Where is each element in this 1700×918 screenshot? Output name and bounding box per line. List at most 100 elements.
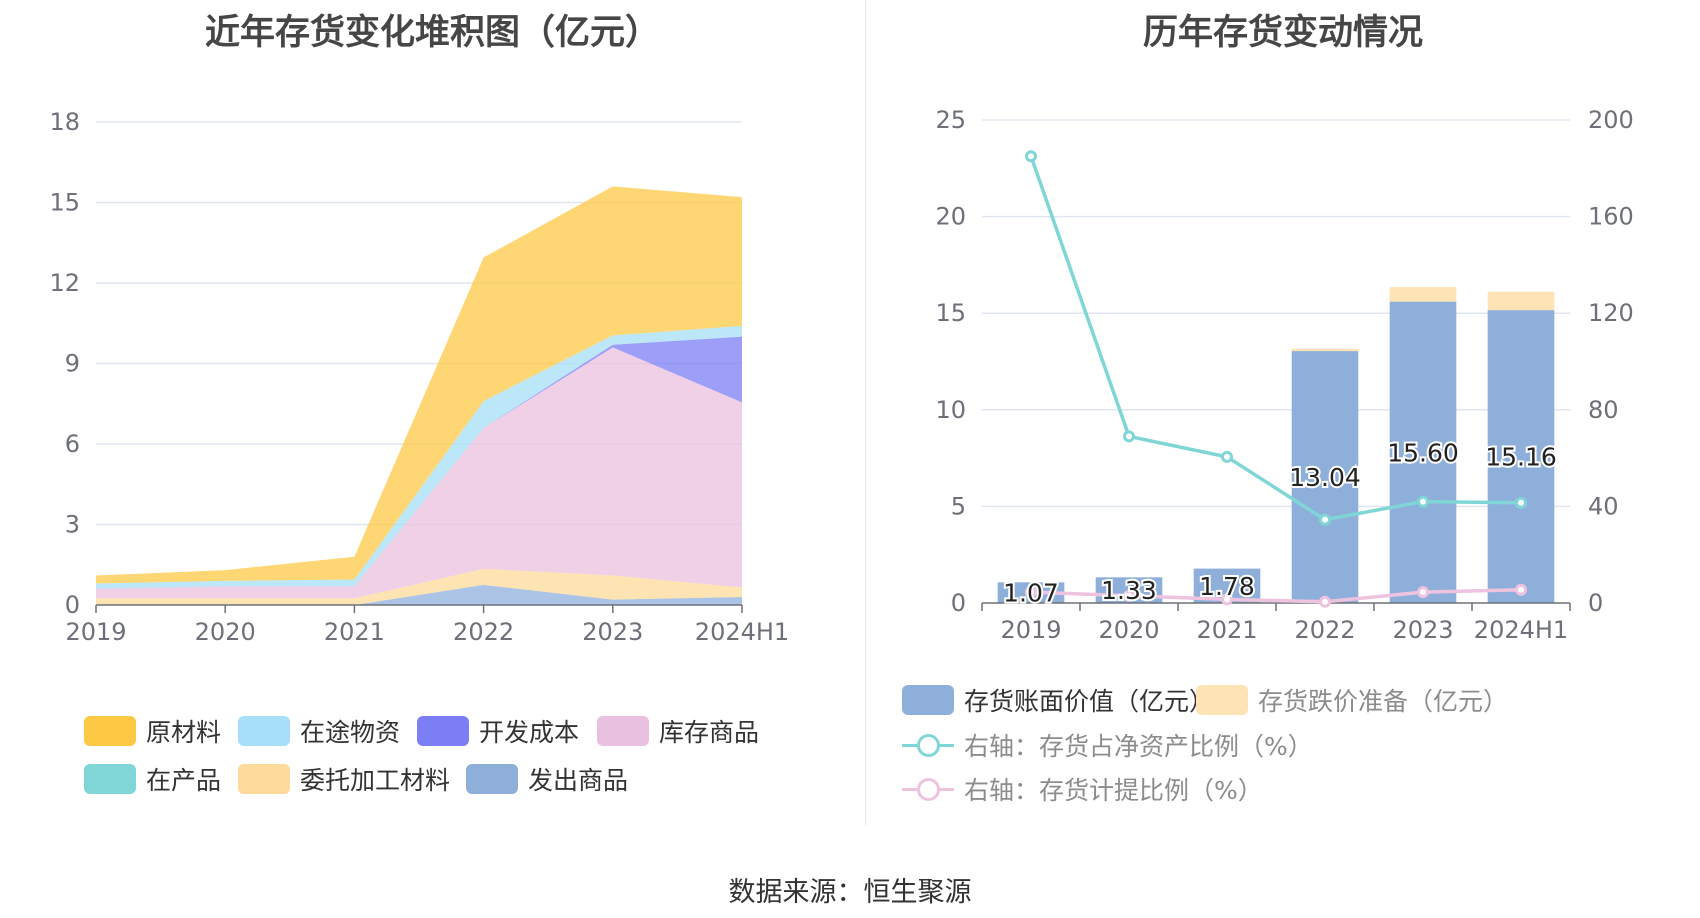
bar-data-label: 1.33 xyxy=(1101,576,1157,605)
x-tick-label: 2022 xyxy=(453,618,514,646)
panel-divider xyxy=(865,0,866,825)
legend-label: 存货账面价值（亿元） xyxy=(964,687,1215,716)
x-tick-label: 2021 xyxy=(324,618,385,646)
y-tick-label: 10 xyxy=(935,396,966,424)
bar-data-label: 1.07 xyxy=(1003,579,1059,608)
legend-item[interactable]: 在产品 xyxy=(84,761,221,797)
legend-swatch xyxy=(84,716,136,746)
line-point xyxy=(1123,589,1135,602)
y-tick-label: 3 xyxy=(65,511,80,539)
legend-label: 发出商品 xyxy=(528,766,629,795)
area-series-6 xyxy=(96,186,742,584)
y-tick-label: 15 xyxy=(49,189,80,217)
legend-item[interactable]: 存货跌价准备（亿元） xyxy=(1196,682,1508,718)
legend-label: 库存商品 xyxy=(659,718,760,747)
legend-label: 在产品 xyxy=(146,766,222,795)
legend-item[interactable]: 右轴：存货占净资产比例（%） xyxy=(902,727,1313,763)
x-tick-label: 2024H1 xyxy=(695,618,789,646)
x-tick-label: 2022 xyxy=(1294,616,1355,644)
y2-tick-label: 120 xyxy=(1588,299,1634,327)
y-tick-label: 15 xyxy=(935,299,966,327)
y2-tick-label: 0 xyxy=(1588,589,1603,617)
line-point xyxy=(1515,496,1527,509)
legend-label: 右轴：存货计提比例（%） xyxy=(964,776,1263,805)
x-tick-label: 2023 xyxy=(582,618,643,646)
legend-label: 开发成本 xyxy=(479,718,580,747)
x-tick-label: 2020 xyxy=(1098,616,1159,644)
legend-swatch xyxy=(902,730,954,760)
y2-tick-label: 160 xyxy=(1588,203,1634,231)
legend-swatch xyxy=(597,716,649,746)
line-point xyxy=(1025,586,1037,599)
line-series-0 xyxy=(1029,155,1522,522)
right-chart-title: 历年存货变动情况 xyxy=(1142,13,1423,53)
bar-series-0 xyxy=(1487,310,1555,603)
legend-label: 原材料 xyxy=(146,718,222,747)
x-tick-label: 2020 xyxy=(195,618,256,646)
area-series-4 xyxy=(96,336,742,589)
legend-swatch xyxy=(466,764,518,794)
x-tick-label: 2019 xyxy=(65,618,126,646)
line-point xyxy=(1123,430,1135,443)
legend-item[interactable]: 开发成本 xyxy=(417,713,579,749)
legend-label: 在途物资 xyxy=(300,718,401,747)
bar-series-1 xyxy=(1291,348,1359,352)
y-tick-label: 25 xyxy=(935,106,966,134)
bar-series-0 xyxy=(1389,301,1457,603)
bar-data-label: 15.16 xyxy=(1485,443,1557,472)
legend-swatch xyxy=(417,716,469,746)
legend-label: 存货跌价准备（亿元） xyxy=(1258,687,1509,716)
bar-series-0 xyxy=(1291,351,1359,603)
legend-item[interactable]: 存货账面价值（亿元） xyxy=(902,682,1214,718)
line-point xyxy=(1417,495,1429,508)
bar-series-1 xyxy=(1389,287,1457,302)
legend-swatch xyxy=(84,764,136,794)
y-tick-label: 12 xyxy=(49,269,80,297)
y2-tick-label: 200 xyxy=(1588,106,1634,134)
line-point xyxy=(1221,593,1233,606)
y-tick-label: 6 xyxy=(65,430,80,458)
line-point xyxy=(1025,150,1037,163)
area-series-1 xyxy=(96,568,742,605)
line-point xyxy=(1319,513,1331,526)
legend-item[interactable]: 右轴：存货计提比例（%） xyxy=(902,771,1263,807)
legend-swatch xyxy=(238,716,290,746)
right-chart-panel: 历年存货变动情况 0 5 10 15 20 25 0 40 80 120 160 200 2019 202… xyxy=(866,0,1700,830)
bar-line-combo-chart: 0 5 10 15 20 25 0 40 80 120 160 200 2019 2020 2021 2022… xyxy=(935,106,1634,644)
line-point xyxy=(1417,586,1429,599)
x-tick-label: 2019 xyxy=(1000,616,1061,644)
y-tick-label: 0 xyxy=(951,589,966,617)
legend-swatch xyxy=(902,774,954,804)
bar-data-label: 13.04 xyxy=(1289,463,1361,492)
y2-tick-label: 40 xyxy=(1588,492,1619,520)
legend-label: 右轴：存货占净资产比例（%） xyxy=(964,732,1313,761)
legend-item[interactable]: 库存商品 xyxy=(597,713,759,749)
x-tick-label: 2023 xyxy=(1392,616,1453,644)
legend-item[interactable]: 原材料 xyxy=(84,713,221,749)
legend-swatch xyxy=(902,685,954,715)
bar-series-1 xyxy=(1487,291,1555,311)
y2-tick-label: 80 xyxy=(1588,396,1619,424)
y-tick-label: 9 xyxy=(65,350,80,378)
y-tick-label: 0 xyxy=(65,591,80,619)
line-point xyxy=(1319,595,1331,608)
line-series-1 xyxy=(1030,587,1522,604)
line-point xyxy=(1221,450,1233,463)
y-tick-label: 20 xyxy=(935,203,966,231)
data-source-label: 数据来源：恒生聚源 xyxy=(728,877,972,908)
bar-data-label: 1.78 xyxy=(1199,572,1255,601)
legend-item[interactable]: 发出商品 xyxy=(466,761,628,797)
stacked-area-chart: 0 3 6 9 12 15 18 2019 2020 2021 2022 2023 2024H1 xyxy=(49,108,789,646)
legend-label: 委托加工材料 xyxy=(300,766,451,795)
legend-swatch xyxy=(1196,685,1248,715)
legend-item[interactable]: 在途物资 xyxy=(238,713,400,749)
bar-data-label: 15.60 xyxy=(1387,438,1459,467)
y-tick-label: 5 xyxy=(951,492,966,520)
line-point xyxy=(1515,583,1527,596)
left-chart-panel: 近年存货变化堆积图（亿元） 0 3 6 9 12 15 18 2019 2020 2021 2022… xyxy=(0,0,865,830)
legend-swatch xyxy=(238,764,290,794)
left-chart-title: 近年存货变化堆积图（亿元） xyxy=(204,13,660,53)
legend-item[interactable]: 委托加工材料 xyxy=(238,761,450,797)
x-tick-label: 2024H1 xyxy=(1474,616,1568,644)
y-tick-label: 18 xyxy=(49,108,80,136)
